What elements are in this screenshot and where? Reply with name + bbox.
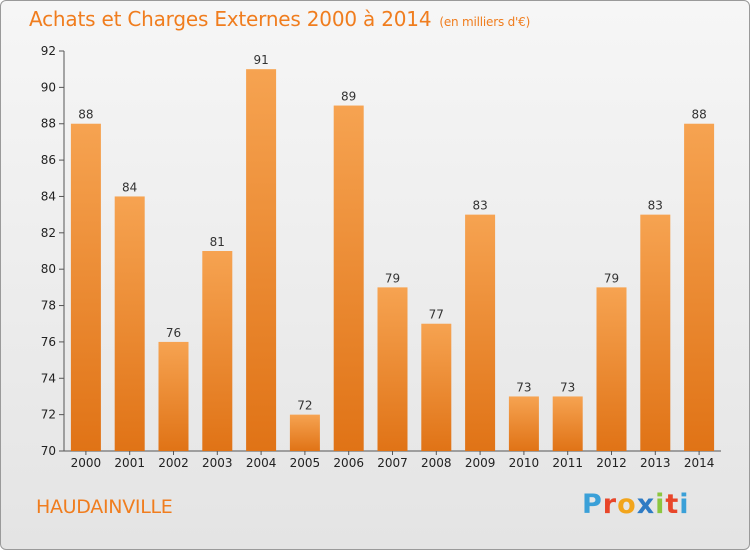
bar: [421, 323, 452, 451]
bar: [114, 196, 145, 451]
bar: [246, 69, 277, 451]
bar: [596, 287, 627, 451]
logo-letter: i: [655, 489, 666, 520]
y-tick-label: 72: [41, 408, 56, 422]
bar: [202, 251, 233, 451]
y-tick-label: 86: [41, 153, 56, 167]
y-tick-label: 80: [41, 262, 56, 276]
logo-letter: t: [665, 489, 680, 520]
y-tick-label: 78: [41, 299, 56, 313]
x-tick-label: 2014: [684, 456, 715, 470]
bar-value-label: 79: [385, 271, 400, 285]
bar: [377, 287, 408, 451]
title-text: Achats et Charges Externes 2000 à 2014: [29, 7, 432, 31]
x-tick-label: 2000: [71, 456, 102, 470]
x-tick-label: 2008: [421, 456, 452, 470]
y-tick-label: 90: [41, 80, 56, 94]
bar-value-label: 84: [122, 180, 137, 194]
bar-value-label: 81: [210, 235, 225, 249]
x-tick-label: 2009: [465, 456, 496, 470]
x-tick-label: 2005: [290, 456, 321, 470]
bar-value-label: 73: [516, 380, 531, 394]
bar-value-label: 73: [560, 380, 575, 394]
bar: [70, 123, 101, 452]
bar: [684, 123, 715, 452]
x-tick-label: 2007: [377, 456, 408, 470]
x-tick-label: 2010: [509, 456, 540, 470]
x-tick-label: 2013: [640, 456, 671, 470]
bar-value-label: 83: [648, 199, 663, 213]
bar-value-label: 72: [297, 399, 312, 413]
y-tick-label: 84: [41, 189, 56, 203]
x-tick-label: 2012: [596, 456, 627, 470]
y-tick-label: 76: [41, 335, 56, 349]
bar: [552, 396, 583, 451]
y-tick-label: 92: [41, 44, 56, 58]
bar-value-label: 79: [604, 271, 619, 285]
bar: [158, 341, 189, 451]
bar-value-label: 77: [429, 308, 444, 322]
bar-value-label: 91: [253, 53, 268, 67]
title-unit: (en milliers d'€): [439, 15, 531, 29]
x-tick-label: 2004: [246, 456, 277, 470]
bar-value-label: 89: [341, 90, 356, 104]
bar: [289, 414, 320, 451]
logo-letter: P: [582, 489, 603, 520]
bar-value-label: 83: [472, 199, 487, 213]
logo-letter: x: [636, 489, 656, 520]
bar-value-label: 88: [691, 108, 706, 122]
commune-name: HAUDAINVILLE: [36, 496, 173, 518]
x-tick-label: 2001: [114, 456, 145, 470]
y-tick-label: 88: [41, 117, 56, 131]
x-tick-label: 2011: [552, 456, 583, 470]
y-tick-label: 70: [41, 444, 56, 458]
chart-title: Achats et Charges Externes 2000 à 2014 (e…: [29, 7, 530, 31]
bar: [508, 396, 539, 451]
proxiti-logo: Proxiti: [582, 489, 690, 520]
x-tick-label: 2003: [202, 456, 233, 470]
bar: [333, 105, 364, 451]
logo-letter: o: [617, 489, 637, 520]
logo-letter: r: [602, 489, 618, 520]
logo-letter: i: [679, 489, 690, 520]
y-tick-label: 82: [41, 226, 56, 240]
bar: [465, 214, 496, 451]
bar-value-label: 88: [78, 108, 93, 122]
bar-value-label: 76: [166, 326, 181, 340]
x-tick-label: 2006: [333, 456, 364, 470]
bar: [640, 214, 671, 451]
y-tick-label: 74: [41, 371, 56, 385]
x-tick-label: 2002: [158, 456, 189, 470]
